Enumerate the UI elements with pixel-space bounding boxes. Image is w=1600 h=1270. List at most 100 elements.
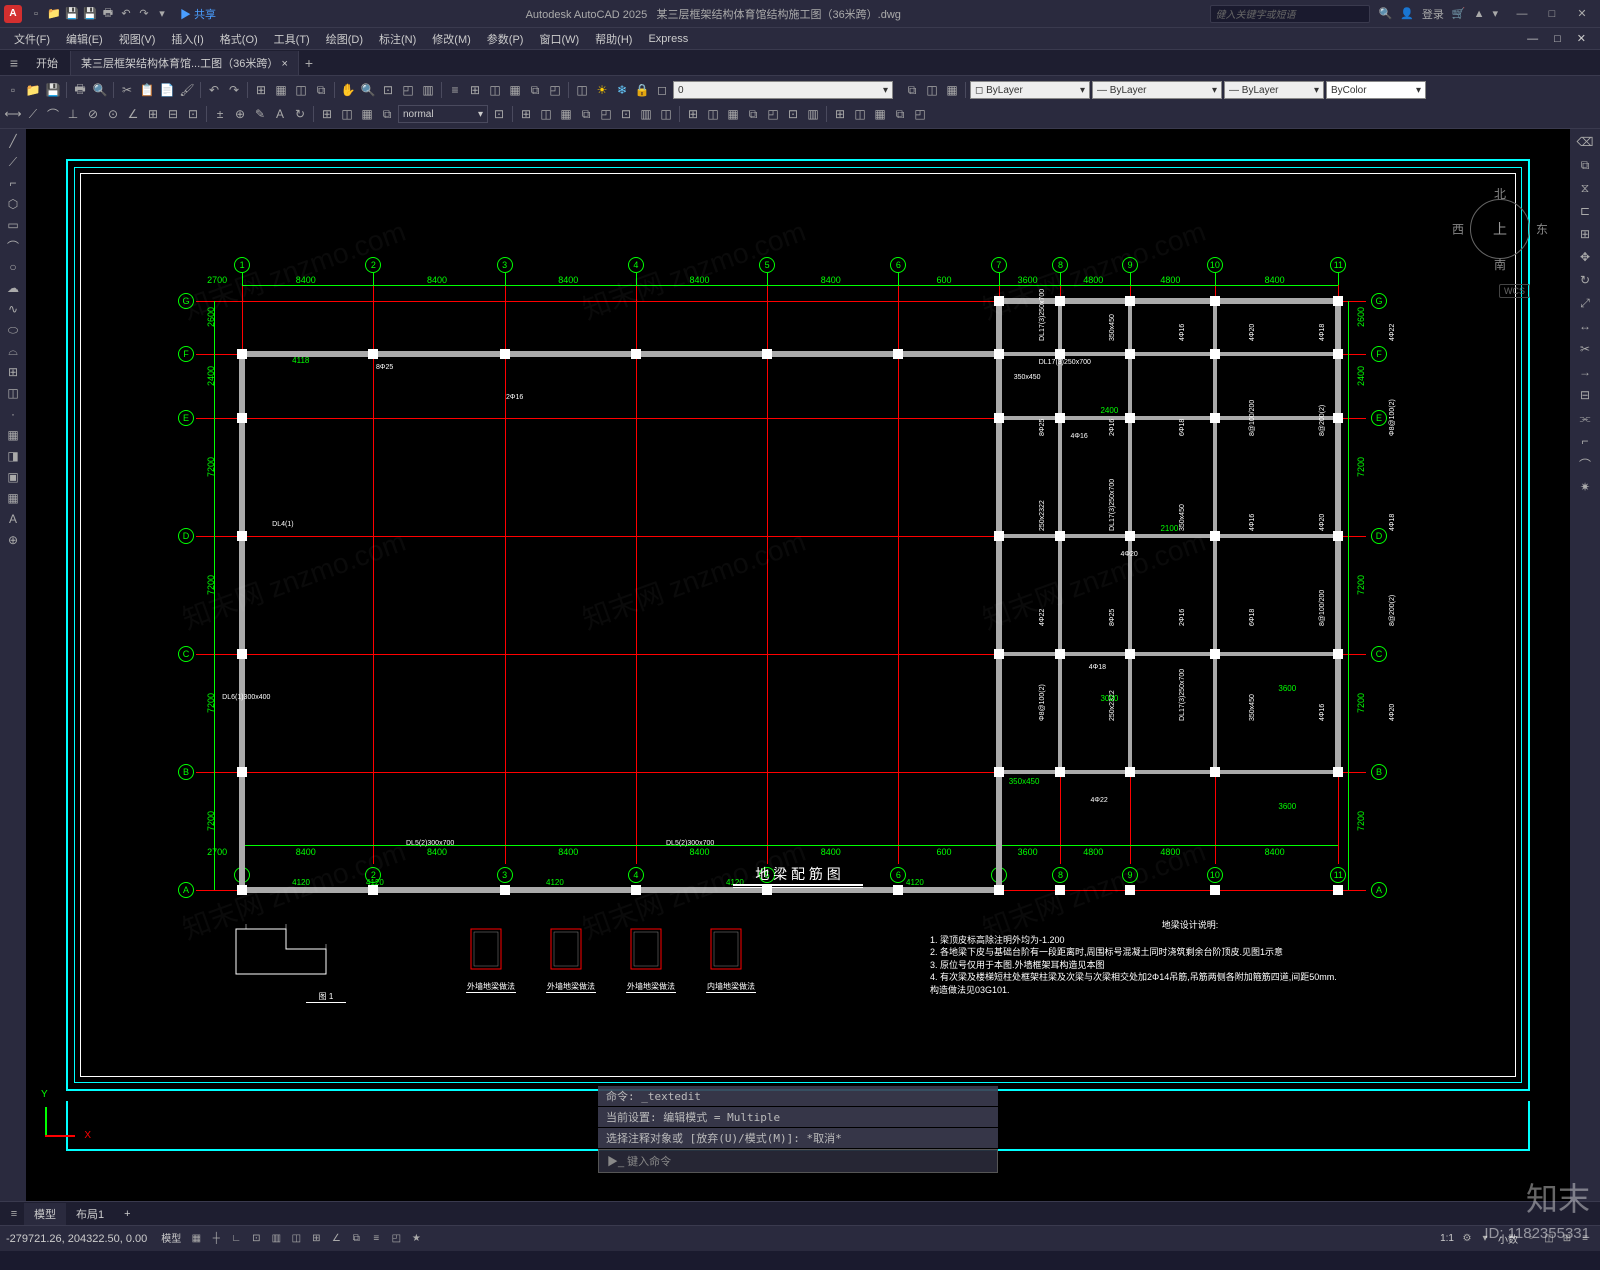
dim-arc-icon[interactable]: ⌒ [44,105,62,123]
qat-save-icon[interactable]: 💾 [64,6,80,22]
line-icon[interactable]: ╱ [2,131,24,151]
sb-dyn-icon[interactable]: ⧉ [347,1230,365,1248]
cart-icon[interactable]: 🛒 [1452,7,1466,20]
minimize-button[interactable]: — [1508,4,1536,24]
wcs-label[interactable]: WCS [1499,284,1530,298]
lock-icon[interactable]: 🔒 [633,81,651,99]
paste-icon[interactable]: 📄 [158,81,176,99]
sb-ducs-icon[interactable]: ∠ [327,1230,345,1248]
block-icon[interactable]: ◫ [2,383,24,403]
redo-icon[interactable]: ↷ [225,81,243,99]
dim-linear-icon[interactable]: ⟷ [4,105,22,123]
tool-g[interactable]: ▥ [419,81,437,99]
explode-icon[interactable]: ✷ [1573,476,1597,498]
mirror-icon[interactable]: ⧖ [1573,177,1597,199]
pan-icon[interactable]: ✋ [339,81,357,99]
sb-grid-icon[interactable]: ▦ [187,1230,205,1248]
match-icon[interactable]: 🖌 [178,81,196,99]
close-button[interactable]: ✕ [1568,4,1596,24]
sb-polar-icon[interactable]: ⊡ [247,1230,265,1248]
tool-t[interactable]: ⧉ [378,105,396,123]
tool-j[interactable]: ◫ [486,81,504,99]
tool-f[interactable]: ◰ [399,81,417,99]
sb-gear-icon[interactable]: ⚙ [1458,1230,1476,1248]
dim-dia-icon[interactable]: ⊙ [104,105,122,123]
dim-quick-icon[interactable]: ⊞ [144,105,162,123]
dim-rad-icon[interactable]: ⊘ [84,105,102,123]
plotstyle-dropdown[interactable]: ByColor▾ [1326,81,1426,99]
arc-icon[interactable]: ⌒ [2,236,24,256]
offset-icon[interactable]: ⊏ [1573,200,1597,222]
dim-cont-icon[interactable]: ⊡ [184,105,202,123]
array-icon[interactable]: ⊞ [1573,223,1597,245]
tool-ac[interactable]: ⊞ [684,105,702,123]
tab-model[interactable]: 模型 [24,1203,66,1225]
dim-ang-icon[interactable]: ∠ [124,105,142,123]
tool-o[interactable]: ◫ [923,81,941,99]
menu-help[interactable]: 帮助(H) [587,29,640,49]
sb-transp-icon[interactable]: ◰ [387,1230,405,1248]
tool-ak[interactable]: ◫ [851,105,869,123]
tool-ad[interactable]: ◫ [704,105,722,123]
tool-x[interactable]: ⧉ [577,105,595,123]
dim-aligned-icon[interactable]: ⟋ [24,105,42,123]
tab-layout1[interactable]: 布局1 [66,1203,114,1225]
stretch-icon[interactable]: ↔ [1573,315,1597,337]
join-icon[interactable]: ⫘ [1573,407,1597,429]
lineweight-dropdown[interactable]: — ByLayer▾ [1092,81,1222,99]
revcloud-icon[interactable]: ☁ [2,278,24,298]
extend-icon[interactable]: → [1573,361,1597,383]
move-icon[interactable]: ✥ [1573,246,1597,268]
search-input[interactable]: 健入关键字或短语 [1210,5,1370,23]
sb-ortho-icon[interactable]: ∟ [227,1230,245,1248]
point-icon[interactable]: · [2,404,24,424]
tool-ag[interactable]: ◰ [764,105,782,123]
preview-icon[interactable]: 🔍 [91,81,109,99]
tool-ab[interactable]: ◫ [657,105,675,123]
qat-open-icon[interactable]: 📁 [46,6,62,22]
tool-z[interactable]: ⊡ [617,105,635,123]
dim-edit-icon[interactable]: ✎ [251,105,269,123]
tool-ae[interactable]: ▦ [724,105,742,123]
sb-lwt-icon[interactable]: ≡ [367,1230,385,1248]
tab-add[interactable]: + [114,1205,140,1223]
tool-w[interactable]: ▦ [557,105,575,123]
trim-icon[interactable]: ✂ [1573,338,1597,360]
dim-tedit-icon[interactable]: A [271,105,289,123]
maximize-button[interactable]: □ [1538,4,1566,24]
sb-otrack-icon[interactable]: ⊞ [307,1230,325,1248]
sb-model[interactable]: 模型 [157,1230,185,1248]
tool-k[interactable]: ▦ [506,81,524,99]
qat-saveas-icon[interactable]: 💾 [82,6,98,22]
color-square-icon[interactable]: ◻ [653,81,671,99]
spline-icon[interactable]: ∿ [2,299,24,319]
layer-dropdown[interactable]: 0▾ [673,81,893,99]
sb-osnap-icon[interactable]: ▥ [267,1230,285,1248]
menu-express[interactable]: Express [640,31,696,47]
tool-am[interactable]: ⧉ [891,105,909,123]
dim-tol-icon[interactable]: ± [211,105,229,123]
menu-view[interactable]: 视图(V) [111,29,164,49]
freeze-icon[interactable]: ❄ [613,81,631,99]
layer-icon[interactable]: ◫ [573,81,591,99]
save-icon[interactable]: 💾 [44,81,62,99]
dim-upd-icon[interactable]: ↻ [291,105,309,123]
dropdown-icon[interactable]: ▾ [1492,7,1498,20]
tool-u[interactable]: ⊞ [517,105,535,123]
tool-v[interactable]: ◫ [537,105,555,123]
menu-max-icon[interactable]: □ [1546,31,1569,47]
layout-menu-icon[interactable]: ≡ [4,1208,24,1220]
hatch-icon[interactable]: ▦ [2,425,24,445]
new-tab-button[interactable]: + [299,55,319,71]
sb-scale[interactable]: 1:1 [1436,1233,1458,1244]
circle-icon[interactable]: ○ [2,257,24,277]
tool-d[interactable]: ⧉ [312,81,330,99]
polygon-icon[interactable]: ⬡ [2,194,24,214]
tab-file[interactable]: 某三层框架结构体育馆...工图（36米跨） × [71,51,299,75]
help-icon[interactable]: ▲ [1474,8,1485,20]
print-icon[interactable]: 🖶 [71,81,89,99]
open-icon[interactable]: 📁 [24,81,42,99]
undo-icon[interactable]: ↶ [205,81,223,99]
tool-y[interactable]: ◰ [597,105,615,123]
menu-param[interactable]: 参数(P) [479,29,532,49]
